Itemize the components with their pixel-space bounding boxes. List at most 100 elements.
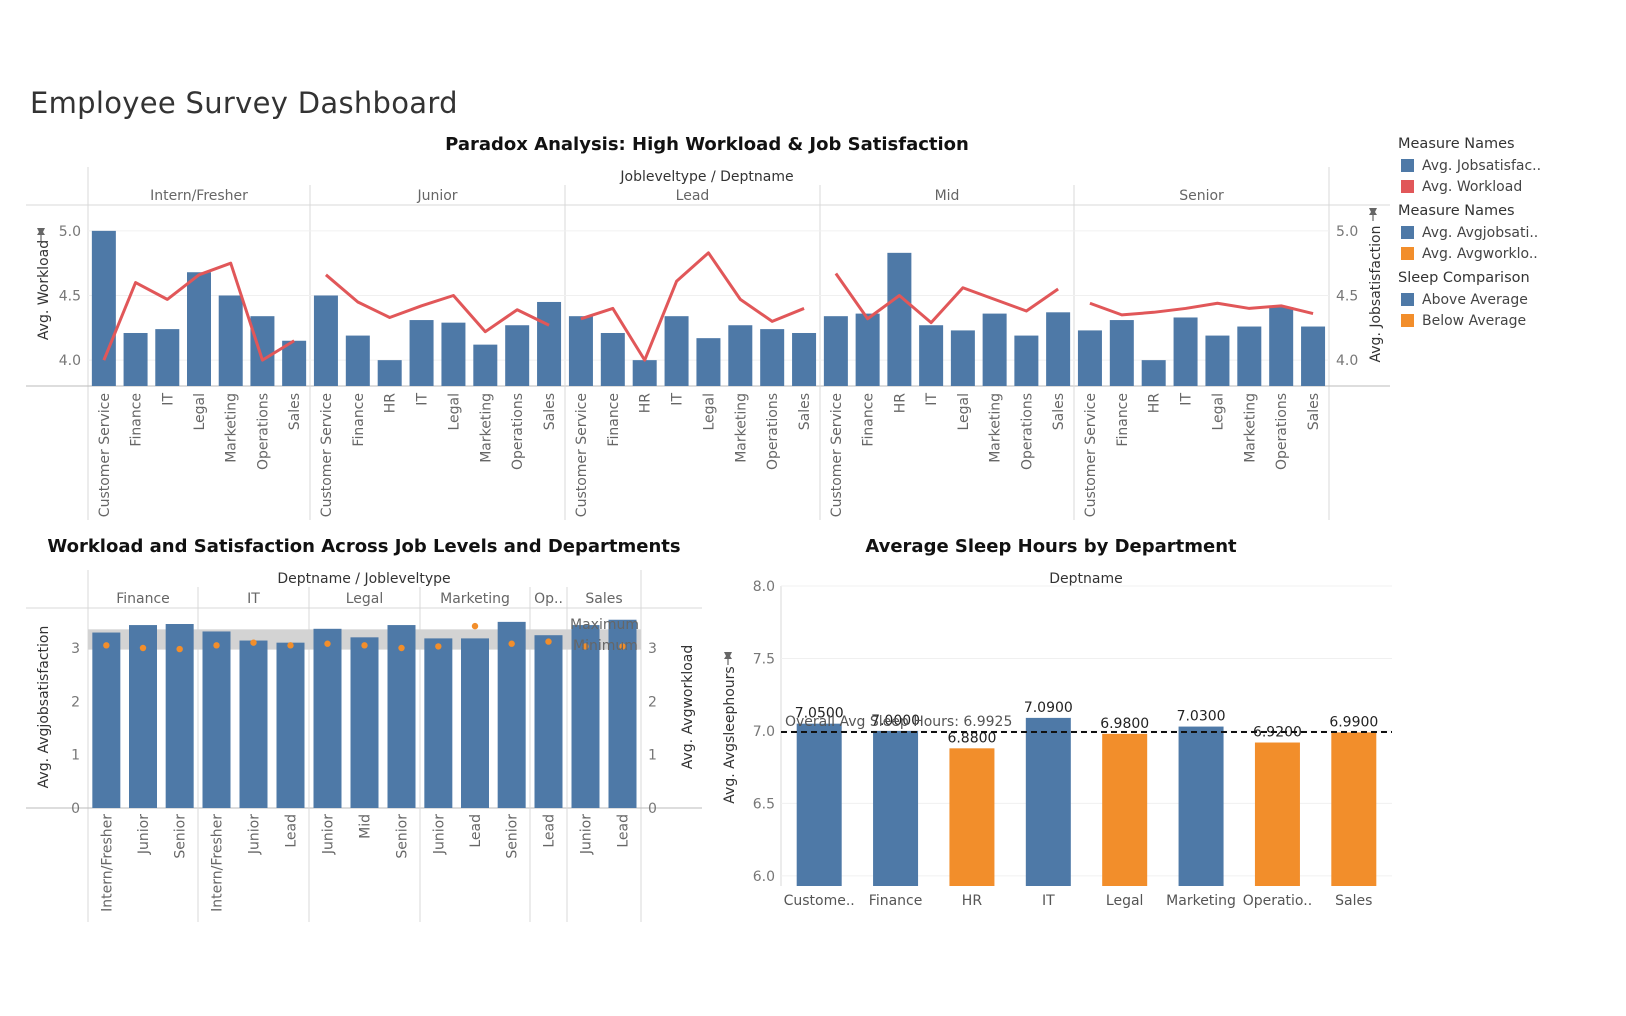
bar-avgjobsatisfaction[interactable]	[165, 624, 194, 808]
bar-avgjobsatisfaction[interactable]	[534, 635, 563, 808]
legend-item[interactable]: Avg. Jobsatisfac..	[1398, 155, 1541, 176]
bar-sleephours[interactable]	[1331, 732, 1377, 886]
dot-avgworkload[interactable]	[582, 643, 589, 650]
dot-avgworkload[interactable]	[213, 642, 220, 649]
bar-jobsatisfaction[interactable]	[1237, 326, 1262, 386]
dot-avgworkload[interactable]	[176, 645, 183, 653]
bar-jobsatisfaction[interactable]	[1077, 330, 1102, 386]
bar-avgjobsatisfaction[interactable]	[608, 619, 637, 808]
bar-sleephours[interactable]	[1025, 717, 1071, 886]
bar-sleephours[interactable]	[949, 748, 995, 886]
dot-avgworkload[interactable]	[250, 639, 257, 646]
bar-jobsatisfaction[interactable]	[1014, 335, 1039, 386]
bar-avgjobsatisfaction[interactable]	[313, 628, 342, 808]
bar-sleephours[interactable]	[1254, 742, 1300, 886]
dot-avgworkload[interactable]	[139, 644, 147, 652]
bar-jobsatisfaction[interactable]	[250, 316, 275, 386]
dot-avgworkload[interactable]	[361, 642, 368, 649]
dot-avgworkload[interactable]	[545, 638, 552, 645]
bar-jobsatisfaction[interactable]	[950, 330, 975, 386]
legend-item[interactable]: Above Average	[1398, 289, 1541, 310]
bar-jobsatisfaction[interactable]	[282, 340, 307, 386]
legend-swatch	[1401, 314, 1414, 327]
category-label: Mid	[358, 814, 374, 839]
bar-jobsatisfaction[interactable]	[1109, 320, 1134, 386]
line-workload[interactable]	[324, 273, 550, 334]
bar-jobsatisfaction[interactable]	[91, 230, 116, 386]
line-workload[interactable]	[1089, 301, 1314, 317]
bar-jobsatisfaction[interactable]	[1269, 307, 1294, 386]
bar-avgjobsatisfaction[interactable]	[202, 631, 231, 808]
legend-item[interactable]: Avg. Avgworklo..	[1398, 243, 1541, 264]
bar-sleephours[interactable]	[1178, 726, 1224, 886]
legend-item[interactable]: Avg. Avgjobsati..	[1398, 222, 1541, 243]
pane-header: Marketing	[440, 591, 510, 607]
bar-jobsatisfaction[interactable]	[1141, 360, 1166, 386]
dot-avgworkload[interactable]	[471, 622, 479, 630]
bar-jobsatisfaction[interactable]	[313, 295, 338, 387]
line-workload[interactable]	[580, 251, 805, 362]
dot-avgworkload[interactable]	[287, 642, 294, 649]
bar-jobsatisfaction[interactable]	[377, 360, 402, 386]
category-label: Operations	[510, 393, 526, 470]
bar-avgjobsatisfaction[interactable]	[387, 625, 416, 808]
bar-jobsatisfaction[interactable]	[568, 316, 593, 386]
band-label-maximum: Maximum	[570, 617, 639, 633]
line-workload[interactable]	[102, 261, 295, 362]
bar-avgjobsatisfaction[interactable]	[424, 638, 453, 808]
bar-jobsatisfaction[interactable]	[155, 329, 180, 386]
dot-avgworkload[interactable]	[619, 643, 626, 650]
bar-avgjobsatisfaction[interactable]	[497, 621, 526, 808]
bar-jobsatisfaction[interactable]	[823, 316, 848, 386]
legend-item[interactable]: Avg. Workload	[1398, 176, 1541, 197]
bar-jobsatisfaction[interactable]	[792, 332, 817, 386]
pin-icon[interactable]	[1369, 208, 1377, 221]
bar-jobsatisfaction[interactable]	[696, 338, 721, 386]
line-workload[interactable]	[834, 272, 1059, 325]
bar-sleephours[interactable]	[796, 723, 842, 886]
dot-avgworkload[interactable]	[398, 644, 405, 652]
bar-jobsatisfaction[interactable]	[1173, 317, 1198, 386]
bar-jobsatisfaction[interactable]	[1205, 335, 1230, 386]
dot-avgworkload[interactable]	[324, 640, 331, 647]
bar-jobsatisfaction[interactable]	[760, 329, 785, 386]
bar-avgjobsatisfaction[interactable]	[276, 642, 305, 808]
bar-jobsatisfaction[interactable]	[919, 325, 944, 386]
bar-jobsatisfaction[interactable]	[887, 252, 912, 386]
bar-jobsatisfaction[interactable]	[982, 313, 1007, 386]
bar-avgjobsatisfaction[interactable]	[239, 640, 268, 808]
bar-avgjobsatisfaction[interactable]	[92, 632, 121, 808]
y-axis-label-left: Avg. Workload	[36, 240, 52, 340]
category-label: Customer Service	[829, 393, 845, 517]
bar-avgjobsatisfaction[interactable]	[461, 638, 489, 808]
legend-swatch	[1401, 247, 1414, 260]
category-label: Legal	[446, 393, 462, 431]
bar-jobsatisfaction[interactable]	[1046, 312, 1071, 386]
pin-icon[interactable]	[37, 228, 45, 241]
bar-jobsatisfaction[interactable]	[664, 316, 689, 386]
dot-avgworkload[interactable]	[508, 640, 515, 647]
bar-jobsatisfaction[interactable]	[1301, 326, 1326, 386]
bar-jobsatisfaction[interactable]	[409, 320, 434, 386]
bar-avgjobsatisfaction[interactable]	[129, 625, 157, 808]
bar-jobsatisfaction[interactable]	[218, 295, 243, 387]
bar-jobsatisfaction[interactable]	[855, 313, 880, 386]
dot-avgworkload[interactable]	[435, 643, 442, 650]
bar-avgjobsatisfaction[interactable]	[571, 625, 600, 808]
bar-jobsatisfaction[interactable]	[187, 272, 211, 386]
dot-avgworkload[interactable]	[103, 642, 110, 649]
pin-icon[interactable]	[724, 652, 732, 665]
bar-jobsatisfaction[interactable]	[473, 344, 498, 386]
bar-avgjobsatisfaction[interactable]	[350, 637, 379, 808]
bar-jobsatisfaction[interactable]	[537, 301, 562, 386]
legend-item[interactable]: Below Average	[1398, 310, 1541, 331]
bar-jobsatisfaction[interactable]	[123, 332, 148, 386]
bar-sleephours[interactable]	[1102, 733, 1148, 886]
bar-sleephours[interactable]	[873, 730, 919, 886]
bar-jobsatisfaction[interactable]	[505, 325, 530, 386]
bar-jobsatisfaction[interactable]	[345, 335, 370, 386]
bar-jobsatisfaction[interactable]	[441, 322, 466, 386]
bar-jobsatisfaction[interactable]	[632, 360, 657, 386]
bar-jobsatisfaction[interactable]	[728, 325, 753, 386]
bar-jobsatisfaction[interactable]	[600, 332, 625, 386]
